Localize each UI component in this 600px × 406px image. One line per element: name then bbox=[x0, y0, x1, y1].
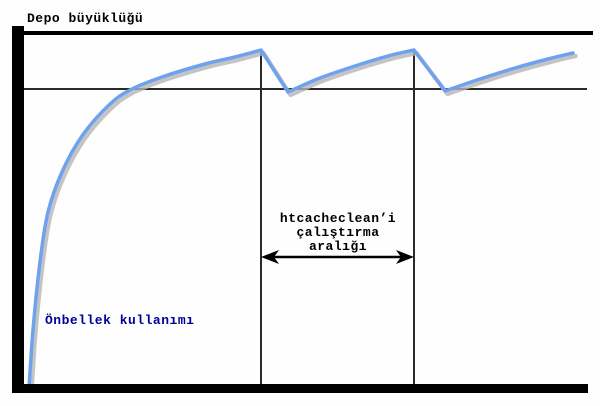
cache-usage-curve bbox=[27, 48, 575, 390]
interval-annotation-line-3: aralığı bbox=[308, 238, 368, 254]
interval-arrow-left-head-icon bbox=[261, 250, 279, 264]
y-axis-title: Depo büyüklüğü bbox=[27, 11, 144, 26]
interval-annotation-line-1: htcacheclean’i bbox=[279, 211, 397, 226]
interval-annotation-line-2: çalıştırma bbox=[296, 224, 380, 240]
x-axis-bar bbox=[12, 384, 588, 393]
y-axis-bar bbox=[12, 26, 24, 393]
cache-usage-curve-shadow bbox=[29, 50, 578, 394]
curve-label: Önbellek kullanımı bbox=[45, 313, 195, 328]
interval-annotation: htcacheclean’i çalıştırma aralığı bbox=[252, 212, 424, 253]
interval-arrow-right-head-icon bbox=[396, 250, 414, 264]
